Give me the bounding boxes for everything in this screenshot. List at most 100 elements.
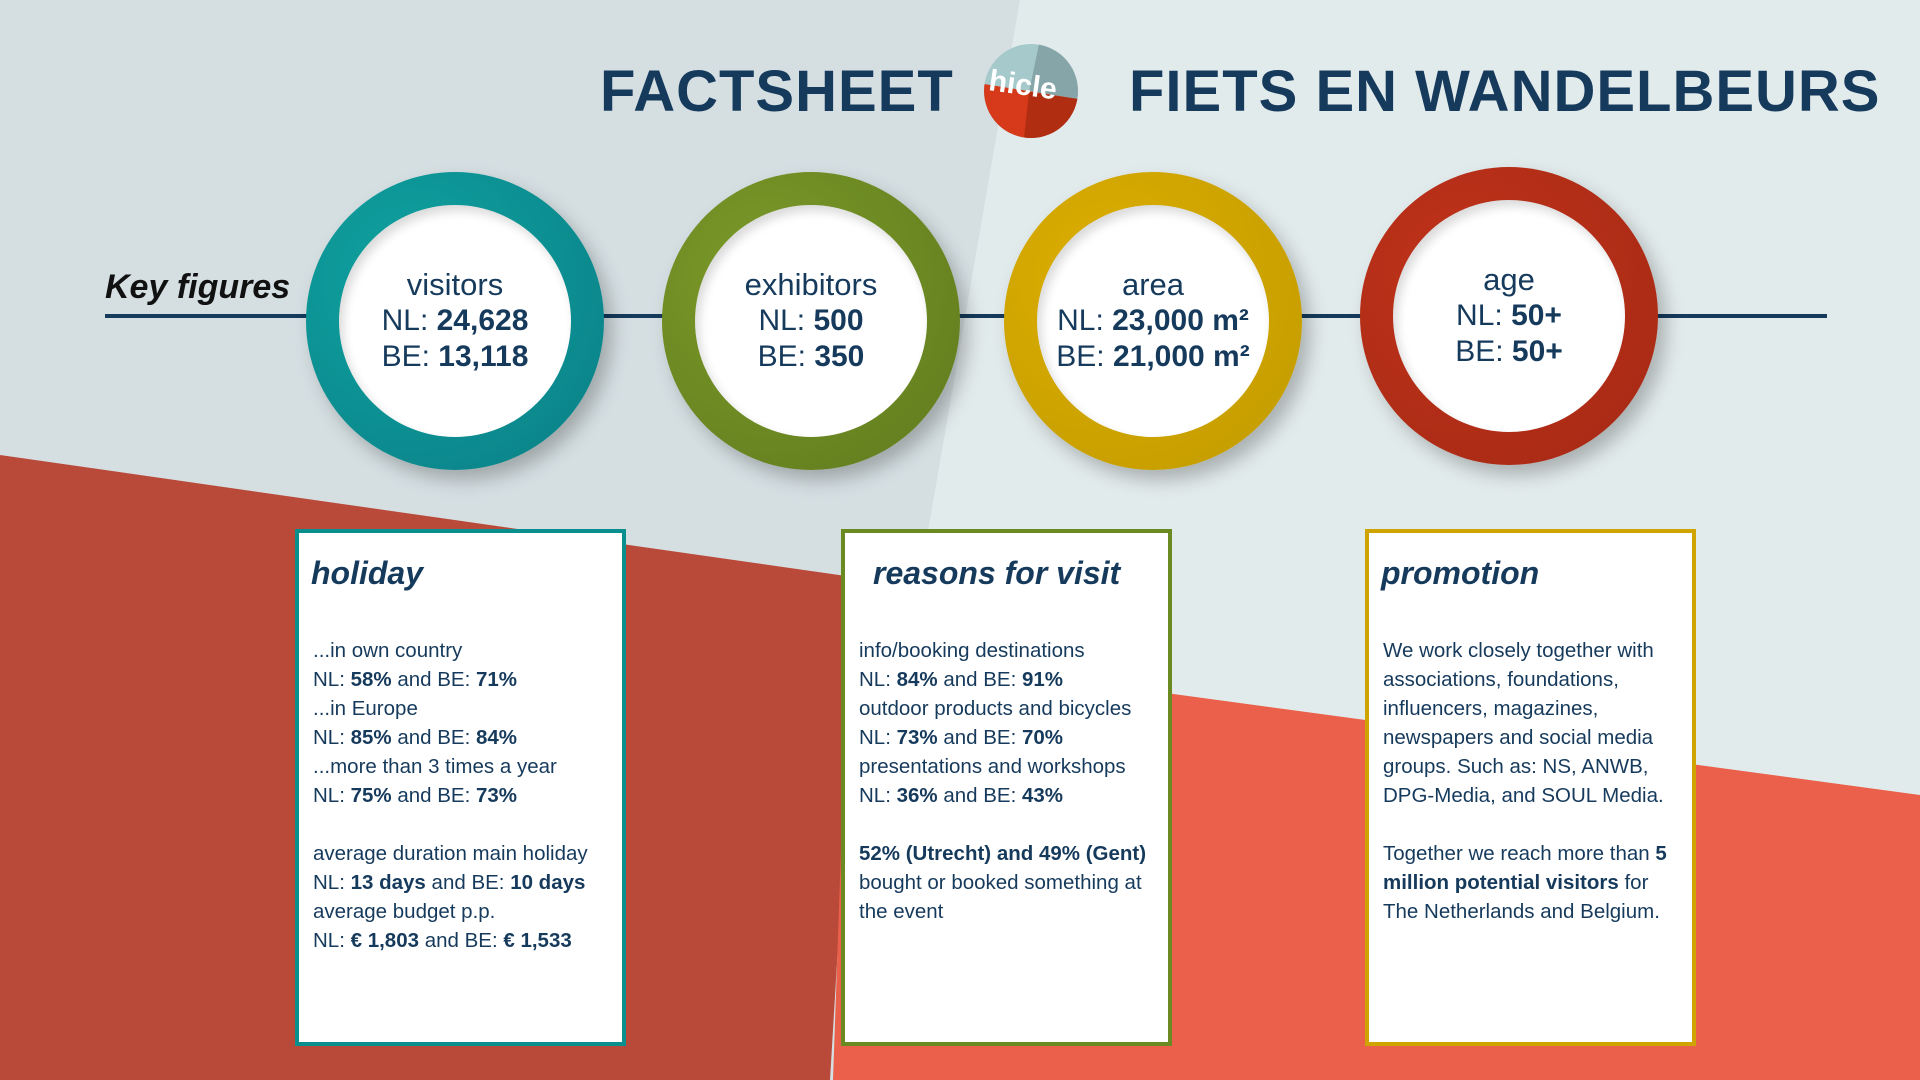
label-text: and BE: bbox=[419, 929, 504, 952]
label-text: for The Netherlands and Belgium. bbox=[1383, 871, 1660, 923]
be-prefix: BE: bbox=[1056, 340, 1113, 373]
text-line: 52% (Utrecht) and 49% (Gent) bought or b… bbox=[859, 839, 1154, 926]
label-text: and BE: bbox=[391, 726, 476, 749]
value-text: 85% bbox=[350, 726, 392, 749]
label-text: NL: bbox=[313, 726, 351, 749]
text-line: NL: € 1,803 and BE: € 1,533 bbox=[313, 926, 608, 955]
nl-value: 500 bbox=[813, 304, 864, 337]
figure-label: exhibitors bbox=[744, 267, 878, 302]
label-text: ...in Europe bbox=[313, 697, 418, 720]
label-text: and BE: bbox=[937, 668, 1022, 691]
label-text: NL: bbox=[313, 784, 351, 807]
promotion-heading: promotion bbox=[1381, 555, 1540, 591]
hicle-logo: hicle bbox=[984, 44, 1078, 138]
value-text: 52% (Utrecht) and 49% (Gent) bbox=[859, 842, 1147, 865]
factsheet-title: FACTSHEET bbox=[600, 59, 954, 124]
value-text: 73% bbox=[896, 726, 938, 749]
label-text: We work closely together with associatio… bbox=[1383, 639, 1664, 807]
text-line: Together we reach more than 5 million po… bbox=[1383, 839, 1678, 926]
text-line: NL: 73% and BE: 70% bbox=[859, 723, 1154, 752]
spacer bbox=[859, 810, 1154, 839]
figure-label: area bbox=[1121, 267, 1185, 302]
text-line: NL: 36% and BE: 43% bbox=[859, 781, 1154, 810]
holiday-box: holiday ...in own country NL: 58% and BE: … bbox=[295, 529, 626, 1046]
value-text: 10 days bbox=[510, 871, 586, 894]
label-text: and BE: bbox=[425, 871, 511, 894]
text-line: NL: 58% and BE: 71% bbox=[313, 665, 608, 694]
figure-label: age bbox=[1483, 262, 1535, 297]
label-text: and BE: bbox=[937, 784, 1022, 807]
be-value: 13,118 bbox=[438, 340, 529, 373]
nl-prefix: NL: bbox=[1456, 299, 1512, 332]
area-circle: area NL: 23,000 m² BE: 21,000 m² bbox=[1004, 172, 1302, 470]
nl-prefix: NL: bbox=[758, 304, 814, 337]
label-text: NL: bbox=[859, 726, 897, 749]
label-text: info/booking destinations bbox=[859, 639, 1085, 662]
value-text: 84% bbox=[896, 668, 938, 691]
promotion-box: promotion We work closely together with a… bbox=[1365, 529, 1696, 1046]
value-text: 43% bbox=[1021, 784, 1064, 807]
label-text: and BE: bbox=[391, 784, 476, 807]
reasons-box: reasons for visit info/booking destinatio… bbox=[841, 529, 1172, 1046]
be-value: 21,000 m² bbox=[1112, 340, 1250, 373]
value-text: 36% bbox=[896, 784, 938, 807]
text-line: outdoor products and bicycles bbox=[859, 694, 1154, 723]
label-text: and BE: bbox=[937, 726, 1022, 749]
be-value: 350 bbox=[814, 340, 865, 373]
nl-prefix: NL: bbox=[1057, 304, 1113, 337]
event-title: FIETS EN WANDELBEURS bbox=[1129, 59, 1881, 124]
age-circle: age NL: 50+ BE: 50+ bbox=[1360, 167, 1658, 465]
text-line: ...in Europe bbox=[313, 694, 608, 723]
label-text: bought or booked something at the event bbox=[859, 871, 1142, 923]
nl-prefix: NL: bbox=[381, 304, 437, 337]
label-text: NL: bbox=[313, 929, 351, 952]
label-text: average budget p.p. bbox=[313, 900, 496, 923]
value-text: 91% bbox=[1021, 668, 1064, 691]
value-text: 84% bbox=[475, 726, 518, 749]
holiday-text: ...in own country NL: 58% and BE: 71% ...i… bbox=[313, 636, 608, 955]
text-line: NL: 85% and BE: 84% bbox=[313, 723, 608, 752]
label-text: NL: bbox=[313, 668, 351, 691]
be-prefix: BE: bbox=[1455, 335, 1512, 368]
spacer bbox=[1383, 810, 1678, 839]
reasons-text: info/booking destinations NL: 84% and BE:… bbox=[859, 636, 1154, 926]
key-figures-label: Key figures bbox=[105, 268, 291, 306]
exhibitors-circle: exhibitors NL: 500 BE: 350 bbox=[662, 172, 960, 470]
text-line: ...more than 3 times a year bbox=[313, 752, 608, 781]
label-text: NL: bbox=[859, 784, 897, 807]
value-text: 73% bbox=[475, 784, 518, 807]
value-text: 13 days bbox=[350, 871, 426, 894]
label-text: Together we reach more than bbox=[1383, 842, 1656, 865]
spacer bbox=[313, 810, 608, 839]
text-line: average budget p.p. bbox=[313, 897, 608, 926]
holiday-heading: holiday bbox=[311, 555, 424, 591]
be-prefix: BE: bbox=[381, 340, 439, 373]
nl-value: 23,000 m² bbox=[1112, 304, 1249, 337]
text-line: We work closely together with associatio… bbox=[1383, 636, 1678, 810]
label-text: ...in own country bbox=[313, 639, 463, 662]
timeline-line bbox=[105, 314, 1827, 318]
text-line: presentations and workshops bbox=[859, 752, 1154, 781]
be-value: 50+ bbox=[1511, 335, 1563, 368]
label-text: presentations and workshops bbox=[859, 755, 1126, 778]
value-text: € 1,533 bbox=[503, 929, 572, 952]
promotion-text: We work closely together with associatio… bbox=[1383, 636, 1678, 926]
be-prefix: BE: bbox=[757, 340, 815, 373]
value-text: 75% bbox=[350, 784, 392, 807]
value-text: 71% bbox=[475, 668, 518, 691]
visitors-circle: visitors NL: 24,628 BE: 13,118 bbox=[306, 172, 604, 470]
figure-label: visitors bbox=[406, 267, 504, 302]
label-text: NL: bbox=[313, 871, 351, 894]
text-line: ...in own country bbox=[313, 636, 608, 665]
label-text: average duration main holiday bbox=[313, 842, 588, 865]
label-text: and BE: bbox=[391, 668, 476, 691]
nl-value: 24,628 bbox=[436, 304, 529, 337]
label-text: ...more than 3 times a year bbox=[313, 755, 557, 778]
text-line: info/booking destinations bbox=[859, 636, 1154, 665]
nl-value: 50+ bbox=[1511, 299, 1562, 332]
label-text: outdoor products and bicycles bbox=[859, 697, 1132, 720]
text-line: NL: 75% and BE: 73% bbox=[313, 781, 608, 810]
text-line: NL: 84% and BE: 91% bbox=[859, 665, 1154, 694]
value-text: 5 million potential visitors bbox=[1383, 842, 1667, 894]
label-text: NL: bbox=[859, 668, 897, 691]
